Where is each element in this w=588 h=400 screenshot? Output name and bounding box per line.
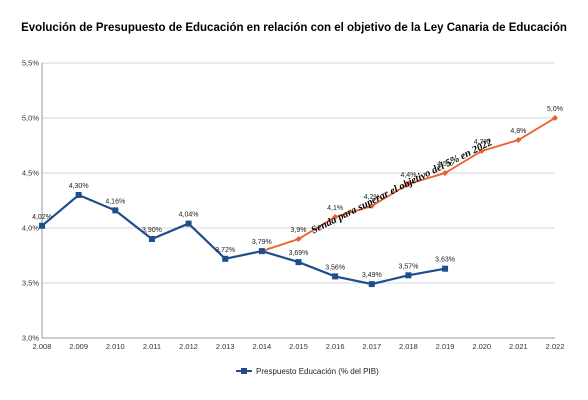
data-label: 4,04% xyxy=(179,212,199,219)
x-tick-label: 2.013 xyxy=(216,342,235,351)
data-point xyxy=(478,148,485,154)
data-label: 3,72% xyxy=(215,247,235,254)
data-point xyxy=(368,281,375,288)
data-label: 5,0% xyxy=(547,106,563,113)
data-label: 4,16% xyxy=(105,198,125,205)
data-label: 3,90% xyxy=(142,227,162,234)
x-tick-label: 2.018 xyxy=(399,342,418,351)
data-point xyxy=(75,192,82,198)
y-tick-label: 3,0% xyxy=(22,334,39,343)
annotation-senda: Senda para superar el objetivo del 5% en… xyxy=(310,137,495,237)
data-label: 3,9% xyxy=(291,227,307,234)
x-tick-label: 2.012 xyxy=(179,342,198,351)
data-point xyxy=(295,236,302,242)
data-label: 4,2% xyxy=(364,194,380,201)
y-tick-label: 4,0% xyxy=(22,224,39,233)
y-tick-label: 5,5% xyxy=(22,59,39,68)
y-tick-label: 4,5% xyxy=(22,169,39,178)
data-label: 4,5% xyxy=(437,161,453,168)
data-point xyxy=(258,248,265,255)
data-point xyxy=(185,220,192,227)
data-point xyxy=(112,207,119,214)
data-label: 3,69% xyxy=(289,250,309,257)
data-point xyxy=(295,259,302,266)
series-line-presupuesto xyxy=(41,193,446,286)
data-label: 4,7% xyxy=(474,139,490,146)
data-point xyxy=(405,181,412,187)
data-point xyxy=(148,236,155,242)
data-point xyxy=(552,115,558,121)
data-point xyxy=(332,214,339,220)
data-point xyxy=(405,272,412,279)
data-label: 4,30% xyxy=(69,183,89,190)
data-point xyxy=(39,222,45,229)
data-label: 3,79% xyxy=(252,239,272,246)
x-tick-label: 2.021 xyxy=(509,342,528,351)
x-tick-label: 2.014 xyxy=(252,342,271,351)
x-tick-label: 2.017 xyxy=(362,342,381,351)
x-tick-label: 2.011 xyxy=(143,342,161,351)
data-point xyxy=(222,255,229,262)
data-label: 3,49% xyxy=(362,272,382,279)
x-tick-label: 2.009 xyxy=(69,342,88,351)
y-tick-label: 5,0% xyxy=(22,114,39,123)
data-label: 3,56% xyxy=(325,264,345,271)
data-label: 4,4% xyxy=(400,172,416,179)
data-point xyxy=(442,265,449,272)
chart-title: Evolución de Presupuesto de Educación en… xyxy=(21,22,567,34)
x-tick-label: 2.022 xyxy=(546,342,565,351)
x-tick-label: 2.020 xyxy=(472,342,491,351)
data-point xyxy=(442,170,449,176)
data-label: 4,8% xyxy=(510,128,526,135)
x-tick-label: 2.019 xyxy=(436,342,455,351)
y-tick-label: 3,5% xyxy=(22,279,39,288)
x-tick-label: 2.008 xyxy=(33,342,52,351)
data-label: 4,02% xyxy=(32,214,52,221)
data-label: 3,57% xyxy=(398,263,418,270)
legend-marker xyxy=(241,368,247,374)
data-label: 4,1% xyxy=(327,205,343,212)
x-tick-label: 2.016 xyxy=(326,342,345,351)
data-point xyxy=(515,137,522,143)
data-label: 3,63% xyxy=(435,257,455,264)
x-tick-label: 2.010 xyxy=(106,342,125,351)
x-tick-label: 2.015 xyxy=(289,342,308,351)
legend-label: Prespuesto Educación (% del PIB) xyxy=(256,367,379,376)
data-point xyxy=(332,273,339,280)
data-point xyxy=(368,203,375,209)
